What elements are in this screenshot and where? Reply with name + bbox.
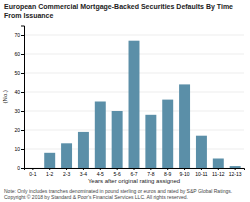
tick: 50 — [14, 70, 24, 76]
tick-label: 5-6 — [114, 171, 121, 177]
axis-domain — [21, 26, 25, 169]
tick-label: 0-1 — [29, 171, 36, 177]
tick-label: 3-4 — [80, 171, 87, 177]
tick: 0 — [17, 165, 24, 171]
tick: 8-9 — [164, 168, 171, 177]
text-line: European Commercial Mortgage-Backed Secu… — [4, 3, 233, 11]
tick: 7-8 — [147, 168, 154, 177]
tick-mark — [21, 111, 24, 112]
tick: 2-3 — [63, 168, 70, 177]
bar — [78, 132, 89, 168]
bar — [112, 111, 123, 168]
grid — [24, 35, 244, 168]
tick-label: 9-10 — [180, 171, 190, 177]
tick-label: 2-3 — [63, 171, 70, 177]
text-line: Copyright © 2018 by Standard & Poor's Fi… — [4, 194, 188, 200]
x-axis: 0-1 1-2 2-3 3-4 4-5 5-6 6-7 7-8 8-9 9-10 10-11 11-1… — [25, 168, 245, 177]
chart-container: European Commercial Mortgage-Backed Secu… — [0, 0, 250, 202]
tick-mark — [21, 149, 24, 150]
tick-label: 11-12 — [212, 171, 225, 177]
tick-label: 0 — [17, 165, 20, 171]
tick-mark — [21, 35, 24, 36]
bar — [179, 84, 190, 168]
bar — [44, 153, 55, 168]
title: European Commercial Mortgage-Backed Secu… — [4, 3, 233, 19]
tick-label: 1-2 — [46, 171, 53, 177]
tick: 70 — [14, 32, 24, 38]
bar — [27, 168, 38, 169]
tick: 9-10 — [180, 168, 190, 177]
tick: 1-2 — [46, 168, 53, 177]
bar — [230, 166, 241, 168]
tick-label: 70 — [14, 32, 20, 38]
bar — [162, 100, 173, 168]
tick-label: 8-9 — [164, 171, 171, 177]
tick-label: 60 — [14, 51, 20, 57]
tick: 10 — [14, 146, 24, 152]
bar — [129, 41, 140, 168]
tick: 0-1 — [29, 168, 36, 177]
tick-mark — [21, 92, 24, 93]
y-axis: 0 10 20 30 40 50 60 70 — [14, 26, 24, 171]
tick: 5-6 — [114, 168, 121, 177]
tick-label: 40 — [14, 89, 20, 95]
x-axis-title: Years after original rating assigned — [88, 178, 180, 184]
y-axis-title: (No.) — [2, 90, 8, 103]
tick-label: 10-11 — [195, 171, 208, 177]
tick-label: 20 — [14, 127, 20, 133]
tick-label: 6-7 — [130, 171, 137, 177]
tick-label: 50 — [14, 70, 20, 76]
bar — [196, 136, 207, 168]
tick: 3-4 — [80, 168, 87, 177]
bar — [95, 102, 106, 169]
tick: 11-12 — [212, 168, 225, 177]
tick-label: 4-5 — [97, 171, 104, 177]
bar — [145, 115, 156, 168]
tick-label: 12-13 — [229, 171, 242, 177]
tick-mark — [21, 73, 24, 74]
tick-mark — [21, 130, 24, 131]
grid-line — [24, 35, 244, 36]
bar — [213, 159, 224, 169]
annotation: Copyright © 2018 by Standard & Poor's Fi… — [4, 194, 188, 200]
tick: 40 — [14, 89, 24, 95]
bars — [44, 41, 240, 168]
tick: 20 — [14, 127, 24, 133]
bar — [61, 143, 72, 168]
tick: 10-11 — [195, 168, 208, 177]
tick-label: 7-8 — [147, 171, 154, 177]
tick: 12-13 — [229, 168, 242, 177]
tick-label: 10 — [14, 146, 20, 152]
text-line: From Issuance — [4, 12, 54, 19]
tick: 30 — [14, 108, 24, 114]
tick-mark — [21, 54, 24, 55]
tick-label: 30 — [14, 108, 20, 114]
chart-svg: European Commercial Mortgage-Backed Secu… — [0, 0, 250, 202]
tick: 60 — [14, 51, 24, 57]
tick-mark — [21, 168, 24, 169]
tick: 4-5 — [97, 168, 104, 177]
tick: 6-7 — [130, 168, 137, 177]
